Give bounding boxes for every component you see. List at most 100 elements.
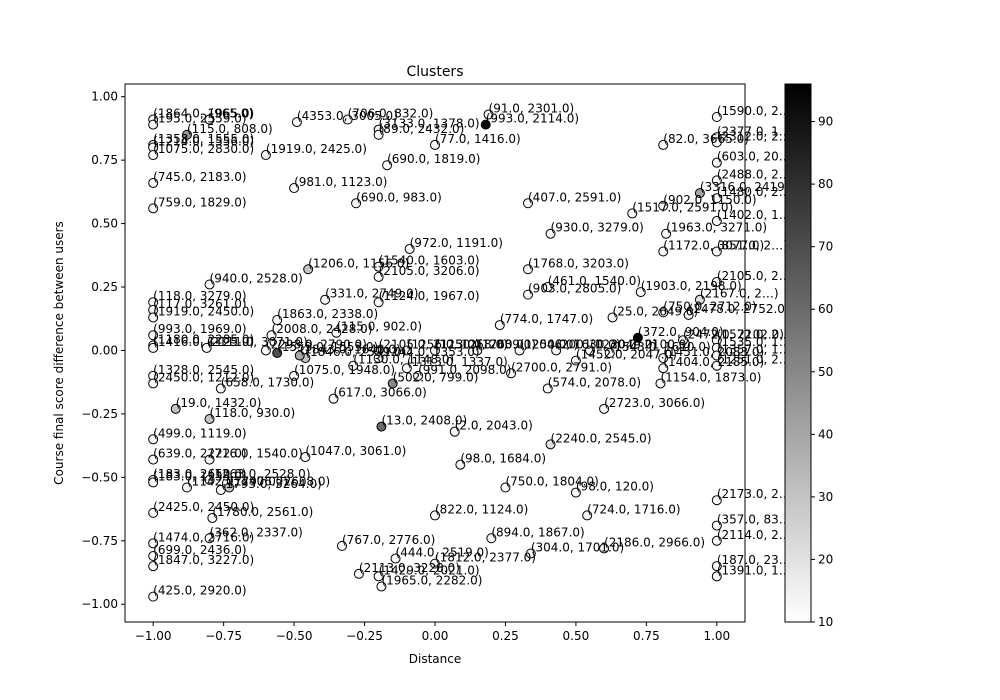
colorbar-tick-label: 10 bbox=[818, 615, 833, 629]
y-tick-label: 0.25 bbox=[91, 280, 118, 294]
point-label: (331.0, 2749.0) bbox=[325, 287, 418, 301]
colorbar-tick-label: 90 bbox=[818, 115, 833, 129]
point-label: (1180.0, 2285.0) bbox=[153, 332, 254, 346]
data-point bbox=[525, 548, 536, 559]
colorbar-tick-label: 60 bbox=[818, 302, 833, 316]
data-point bbox=[658, 363, 669, 374]
point-label: (1903.0, 2198.0) bbox=[641, 279, 742, 293]
data-point bbox=[523, 198, 533, 209]
point-label: (2001.0, 2049.0) bbox=[556, 337, 657, 351]
data-point bbox=[182, 482, 192, 493]
x-tick-label: −0.50 bbox=[276, 629, 313, 643]
data-point bbox=[348, 360, 359, 371]
point-label: (1780.0, 2561.0) bbox=[212, 505, 313, 519]
data-point bbox=[486, 533, 497, 544]
point-label: (2425.0, 2450.0) bbox=[153, 500, 254, 514]
data-point bbox=[373, 353, 384, 364]
point-label: (444.0, 2519.0) bbox=[396, 546, 489, 560]
point-label: (774.0, 1747.0) bbox=[500, 312, 593, 326]
point-label: (1075.0, 2830.0) bbox=[153, 142, 254, 156]
data-point bbox=[661, 228, 672, 239]
data-point bbox=[711, 175, 722, 186]
data-point bbox=[260, 345, 271, 356]
point-label: (699.0, 2436.0) bbox=[153, 543, 246, 557]
data-point bbox=[148, 454, 159, 465]
point-label: (1517.0, 2591.0) bbox=[632, 200, 733, 214]
point-label: (2472.0, 2102.0) bbox=[683, 327, 784, 341]
point-label: (1244.0, 1353.0) bbox=[379, 345, 480, 359]
data-point bbox=[449, 426, 460, 437]
point-label: (1075.0, 1948.0) bbox=[294, 363, 395, 377]
data-point bbox=[632, 332, 643, 343]
y-tick-label: 0.75 bbox=[91, 153, 118, 167]
point-label: (2312.0, 2…) bbox=[717, 129, 796, 143]
x-axis-label: Distance bbox=[409, 652, 461, 666]
data-point bbox=[599, 543, 610, 554]
data-point bbox=[607, 312, 618, 323]
data-point bbox=[224, 482, 235, 493]
data-point bbox=[373, 297, 384, 308]
data-point bbox=[331, 327, 342, 338]
point-label: (1793.0, 3264.0) bbox=[221, 477, 322, 491]
point-label: (690.0, 983.0) bbox=[356, 190, 442, 204]
point-label: (1391.0, 1…) bbox=[717, 563, 796, 577]
point-label: (118.0, 930.0) bbox=[210, 406, 296, 420]
point-label: (903.0, 2805.0) bbox=[528, 282, 621, 296]
point-label: (1172.0, 3077.0) bbox=[663, 238, 764, 252]
colorbar-ticks: 90 80 70 60 50 40 30 20 10 bbox=[811, 115, 833, 629]
point-label: (716.0, 1540.0) bbox=[210, 447, 303, 461]
data-point bbox=[390, 553, 401, 564]
data-point bbox=[604, 348, 615, 358]
x-tick-label: −0.25 bbox=[346, 629, 383, 643]
point-label: (3133.0, 1378.0) bbox=[379, 117, 480, 131]
point-label: (3316.0, 2419.0) bbox=[700, 180, 801, 194]
data-point bbox=[204, 413, 215, 424]
point-label: (972.0, 1191.0) bbox=[410, 236, 503, 250]
point-label: (930.0, 3279.0) bbox=[551, 221, 644, 235]
x-tick-label: 0.50 bbox=[563, 629, 590, 643]
point-label: (706.0, 832.0) bbox=[348, 107, 434, 121]
data-point bbox=[373, 271, 384, 282]
data-point bbox=[182, 129, 192, 140]
data-point bbox=[337, 540, 347, 551]
data-point bbox=[373, 129, 384, 140]
data-point bbox=[430, 139, 440, 150]
point-label: (2105.0, 2…) bbox=[717, 269, 796, 283]
point-label: (993.0, 2114.0) bbox=[486, 112, 579, 126]
data-point bbox=[483, 109, 494, 120]
data-point bbox=[373, 571, 384, 582]
point-label: (2478.0, 2752.0) bbox=[689, 302, 790, 316]
data-point bbox=[148, 342, 159, 353]
point-label: (1452.0, 2047.0) bbox=[576, 348, 677, 362]
colorbar-tick-label: 40 bbox=[818, 427, 833, 441]
data-point bbox=[678, 335, 688, 346]
point-label: (1553.0, 1553.0) bbox=[277, 340, 378, 354]
point-label: (981.0, 1123.0) bbox=[294, 175, 387, 189]
y-tick-label: −0.50 bbox=[81, 470, 118, 484]
data-point bbox=[382, 160, 393, 171]
data-point bbox=[658, 139, 669, 150]
data-point bbox=[201, 342, 212, 353]
point-label: (603.0, 20…) bbox=[717, 150, 796, 164]
point-label: (1313.0, 1337.0) bbox=[407, 355, 508, 369]
point-label: (1480.0, 2…) bbox=[717, 185, 796, 199]
y-axis: 1.00 0.75 0.50 0.25 0.00 −0.25 −0.50 −0.75 −1.00 bbox=[81, 90, 125, 611]
data-point bbox=[300, 452, 311, 463]
point-label: (750.0, 1804.0) bbox=[505, 475, 598, 489]
colorbar-tick-label: 50 bbox=[818, 365, 833, 379]
point-label: (690.0, 1819.0) bbox=[387, 152, 480, 166]
point-label: (1768.0, 3203.0) bbox=[528, 256, 629, 270]
point-label: (1590.0, 2…) bbox=[717, 104, 796, 118]
data-point bbox=[148, 378, 159, 389]
chart-title: Clusters bbox=[407, 64, 464, 80]
point-label: (2723.0, 3066.0) bbox=[604, 396, 705, 410]
data-point bbox=[148, 538, 159, 549]
data-point bbox=[303, 264, 314, 275]
data-point bbox=[148, 434, 159, 445]
point-label: (1474.0, 2716.0) bbox=[153, 530, 254, 544]
data-point bbox=[506, 368, 517, 379]
point-label: (1864.0, 1965.0) bbox=[153, 107, 254, 121]
point-label: (1540.0, 1603.0) bbox=[379, 254, 480, 268]
point-labels-layer: (1864.0, 1965.0)(195.0, 2559.0) (4353.0, … bbox=[153, 101, 801, 597]
point-label: (1250.0, 1630.0) bbox=[520, 337, 621, 351]
